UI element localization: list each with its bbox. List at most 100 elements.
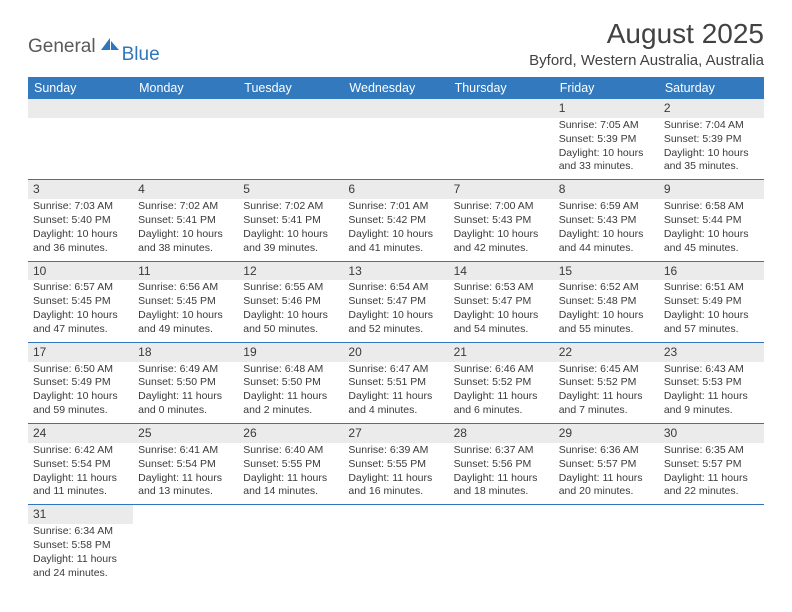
daylight-text: and 14 minutes. xyxy=(243,485,338,499)
sunset-text: Sunset: 5:39 PM xyxy=(664,133,759,147)
sunset-text: Sunset: 5:44 PM xyxy=(664,214,759,228)
page-header: General Blue August 2025 Byford, Western… xyxy=(28,18,764,69)
daylight-text: Daylight: 11 hours xyxy=(348,472,443,486)
daylight-text: and 41 minutes. xyxy=(348,242,443,256)
day-number: 26 xyxy=(238,424,343,443)
day-cell xyxy=(343,99,448,180)
empty-day-band xyxy=(449,99,554,118)
day-number: 12 xyxy=(238,262,343,281)
sunrise-text: Sunrise: 6:48 AM xyxy=(243,363,338,377)
daylight-text: Daylight: 10 hours xyxy=(33,309,128,323)
day-cell: 26Sunrise: 6:40 AMSunset: 5:55 PMDayligh… xyxy=(238,424,343,505)
week-row: 17Sunrise: 6:50 AMSunset: 5:49 PMDayligh… xyxy=(28,342,764,423)
weekday-header: Thursday xyxy=(449,77,554,99)
month-year-title: August 2025 xyxy=(529,18,764,50)
daylight-text: Daylight: 10 hours xyxy=(559,228,654,242)
daylight-text: and 55 minutes. xyxy=(559,323,654,337)
day-cell xyxy=(659,505,764,586)
day-cell: 9Sunrise: 6:58 AMSunset: 5:44 PMDaylight… xyxy=(659,180,764,261)
day-number: 23 xyxy=(659,343,764,362)
sunrise-text: Sunrise: 6:54 AM xyxy=(348,281,443,295)
day-cell: 12Sunrise: 6:55 AMSunset: 5:46 PMDayligh… xyxy=(238,261,343,342)
daylight-text: and 33 minutes. xyxy=(559,160,654,174)
sunrise-text: Sunrise: 6:40 AM xyxy=(243,444,338,458)
daylight-text: Daylight: 10 hours xyxy=(243,309,338,323)
weekday-header-row: Sunday Monday Tuesday Wednesday Thursday… xyxy=(28,77,764,99)
daylight-text: Daylight: 10 hours xyxy=(664,147,759,161)
sunset-text: Sunset: 5:55 PM xyxy=(243,458,338,472)
sunset-text: Sunset: 5:57 PM xyxy=(559,458,654,472)
empty-day-band xyxy=(133,99,238,118)
weekday-header: Monday xyxy=(133,77,238,99)
weekday-header: Tuesday xyxy=(238,77,343,99)
day-cell: 10Sunrise: 6:57 AMSunset: 5:45 PMDayligh… xyxy=(28,261,133,342)
day-number: 27 xyxy=(343,424,448,443)
day-cell: 22Sunrise: 6:45 AMSunset: 5:52 PMDayligh… xyxy=(554,342,659,423)
sunrise-text: Sunrise: 6:43 AM xyxy=(664,363,759,377)
sunrise-text: Sunrise: 6:58 AM xyxy=(664,200,759,214)
day-cell xyxy=(133,505,238,586)
sunset-text: Sunset: 5:43 PM xyxy=(559,214,654,228)
daylight-text: Daylight: 11 hours xyxy=(33,553,128,567)
day-number: 28 xyxy=(449,424,554,443)
daylight-text: and 2 minutes. xyxy=(243,404,338,418)
day-cell: 21Sunrise: 6:46 AMSunset: 5:52 PMDayligh… xyxy=(449,342,554,423)
sunrise-text: Sunrise: 6:52 AM xyxy=(559,281,654,295)
sunset-text: Sunset: 5:43 PM xyxy=(454,214,549,228)
sunrise-text: Sunrise: 6:41 AM xyxy=(138,444,233,458)
daylight-text: and 36 minutes. xyxy=(33,242,128,256)
daylight-text: and 49 minutes. xyxy=(138,323,233,337)
empty-day-band xyxy=(343,99,448,118)
day-cell: 18Sunrise: 6:49 AMSunset: 5:50 PMDayligh… xyxy=(133,342,238,423)
daylight-text: Daylight: 11 hours xyxy=(33,472,128,486)
day-cell: 2Sunrise: 7:04 AMSunset: 5:39 PMDaylight… xyxy=(659,99,764,180)
sunset-text: Sunset: 5:54 PM xyxy=(138,458,233,472)
sunset-text: Sunset: 5:50 PM xyxy=(243,376,338,390)
sunrise-text: Sunrise: 6:59 AM xyxy=(559,200,654,214)
daylight-text: Daylight: 11 hours xyxy=(138,472,233,486)
sunrise-text: Sunrise: 6:56 AM xyxy=(138,281,233,295)
daylight-text: and 50 minutes. xyxy=(243,323,338,337)
daylight-text: Daylight: 10 hours xyxy=(348,309,443,323)
day-cell xyxy=(28,99,133,180)
week-row: 24Sunrise: 6:42 AMSunset: 5:54 PMDayligh… xyxy=(28,424,764,505)
day-number: 21 xyxy=(449,343,554,362)
weekday-header: Sunday xyxy=(28,77,133,99)
sunset-text: Sunset: 5:49 PM xyxy=(33,376,128,390)
day-cell: 6Sunrise: 7:01 AMSunset: 5:42 PMDaylight… xyxy=(343,180,448,261)
daylight-text: and 54 minutes. xyxy=(454,323,549,337)
sunset-text: Sunset: 5:54 PM xyxy=(33,458,128,472)
sunset-text: Sunset: 5:45 PM xyxy=(138,295,233,309)
day-number: 10 xyxy=(28,262,133,281)
sun-calendar: Sunday Monday Tuesday Wednesday Thursday… xyxy=(28,77,764,586)
day-number: 19 xyxy=(238,343,343,362)
day-number: 8 xyxy=(554,180,659,199)
day-number: 31 xyxy=(28,505,133,524)
daylight-text: and 6 minutes. xyxy=(454,404,549,418)
sunrise-text: Sunrise: 7:01 AM xyxy=(348,200,443,214)
daylight-text: Daylight: 11 hours xyxy=(454,472,549,486)
day-cell: 14Sunrise: 6:53 AMSunset: 5:47 PMDayligh… xyxy=(449,261,554,342)
daylight-text: Daylight: 10 hours xyxy=(348,228,443,242)
sunrise-text: Sunrise: 6:37 AM xyxy=(454,444,549,458)
day-cell: 7Sunrise: 7:00 AMSunset: 5:43 PMDaylight… xyxy=(449,180,554,261)
day-number: 4 xyxy=(133,180,238,199)
day-cell: 11Sunrise: 6:56 AMSunset: 5:45 PMDayligh… xyxy=(133,261,238,342)
daylight-text: and 52 minutes. xyxy=(348,323,443,337)
sunrise-text: Sunrise: 6:47 AM xyxy=(348,363,443,377)
sunrise-text: Sunrise: 6:45 AM xyxy=(559,363,654,377)
day-cell xyxy=(449,505,554,586)
sunrise-text: Sunrise: 6:42 AM xyxy=(33,444,128,458)
sunrise-text: Sunrise: 6:57 AM xyxy=(33,281,128,295)
day-number: 7 xyxy=(449,180,554,199)
daylight-text: Daylight: 10 hours xyxy=(454,309,549,323)
day-number: 1 xyxy=(554,99,659,118)
day-number: 16 xyxy=(659,262,764,281)
sunrise-text: Sunrise: 7:03 AM xyxy=(33,200,128,214)
day-cell: 20Sunrise: 6:47 AMSunset: 5:51 PMDayligh… xyxy=(343,342,448,423)
sunset-text: Sunset: 5:49 PM xyxy=(664,295,759,309)
day-number: 29 xyxy=(554,424,659,443)
day-cell: 19Sunrise: 6:48 AMSunset: 5:50 PMDayligh… xyxy=(238,342,343,423)
sail-icon xyxy=(99,36,121,57)
sunset-text: Sunset: 5:42 PM xyxy=(348,214,443,228)
